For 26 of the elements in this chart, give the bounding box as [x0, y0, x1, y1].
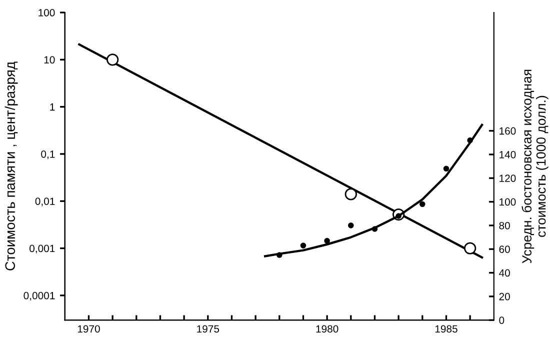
y2-tick-label: 120	[500, 174, 516, 182]
y2-tick-label: 80	[499, 222, 510, 230]
y2-tick-label: 40	[499, 269, 510, 277]
y2-tick-label: 20	[499, 292, 510, 300]
point	[344, 188, 357, 200]
y2-tick-label: 60	[499, 246, 510, 253]
y-tick-label: 0,001	[30, 244, 55, 254]
y-tick-label: 10	[44, 56, 55, 64]
point	[464, 242, 476, 254]
x-tick-label: 1980	[316, 325, 338, 333]
y-axis-title: Стоимость памяти , цент/разряд	[4, 62, 18, 270]
y2-tick-label: 160	[500, 127, 516, 135]
y-tick-label: 0,1	[41, 150, 55, 160]
x-tick-label: 1970	[78, 325, 100, 333]
point	[106, 54, 119, 66]
y2-tick-label: 140	[500, 150, 516, 158]
y-tick-label: 100	[38, 9, 55, 16]
y-tick-label: 0,01	[35, 198, 55, 206]
y2-tick-label: 0	[499, 316, 504, 324]
y2-axis-title: Усредн. бостоновская исходная стоимость (1000 долл.)	[522, 70, 548, 264]
y-tick-label: 1	[50, 103, 55, 111]
x-tick-label: 1975	[197, 325, 220, 333]
y2-tick-label: 100	[500, 198, 516, 206]
y-tick-label: 0,0001	[24, 292, 55, 301]
line-series	[264, 124, 484, 258]
x-tick-label: 1985	[435, 325, 458, 333]
